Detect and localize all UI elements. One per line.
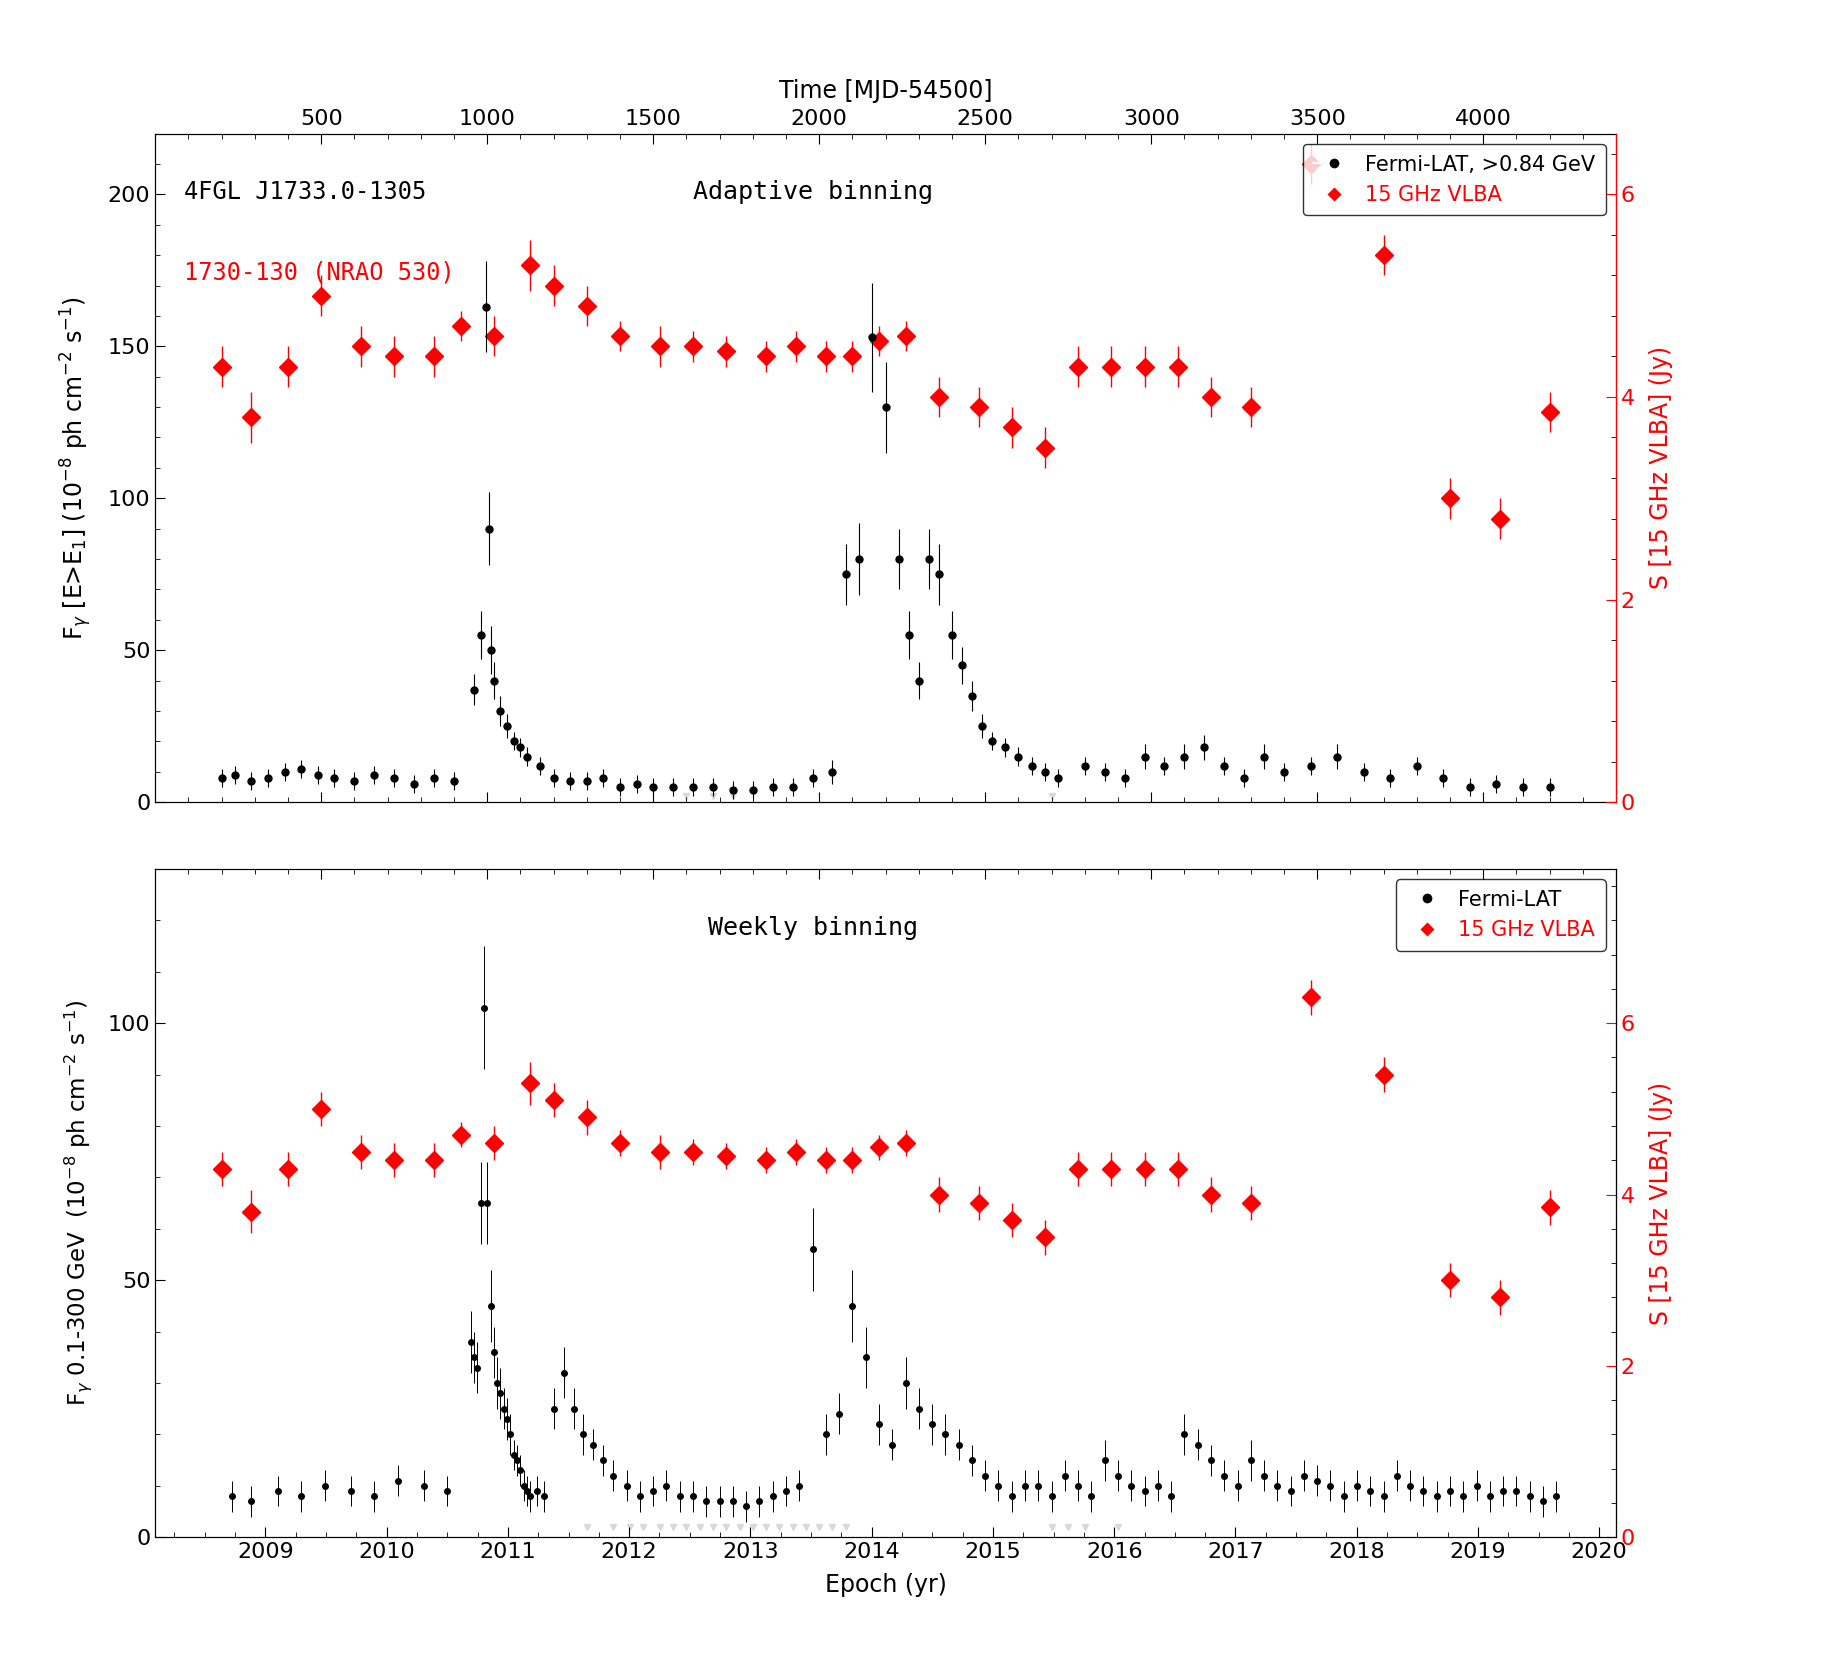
Y-axis label: F$_\gamma$ 0.1-300 GeV  (10$^{-8}$ ph cm$^{-2}$ s$^{-1}$): F$_\gamma$ 0.1-300 GeV (10$^{-8}$ ph cm$… [62,999,93,1407]
Text: 1730-130 (NRAO 530): 1730-130 (NRAO 530) [184,261,455,284]
Text: Weekly binning: Weekly binning [707,916,918,939]
Y-axis label: F$_\gamma$ [E>E$_1$] (10$^{-8}$ ph cm$^{-2}$ s$^{-1}$): F$_\gamma$ [E>E$_1$] (10$^{-8}$ ph cm$^{… [58,296,93,640]
Legend: Fermi-LAT, 15 GHz VLBA: Fermi-LAT, 15 GHz VLBA [1395,879,1605,951]
Y-axis label: S [15 GHz VLBA] (Jy): S [15 GHz VLBA] (Jy) [1649,346,1673,590]
Text: 4FGL J1733.0-1305: 4FGL J1733.0-1305 [184,180,427,204]
X-axis label: Time [MJD-54500]: Time [MJD-54500] [780,79,992,102]
X-axis label: Epoch (yr): Epoch (yr) [825,1574,946,1597]
Legend: Fermi-LAT, >0.84 GeV, 15 GHz VLBA: Fermi-LAT, >0.84 GeV, 15 GHz VLBA [1302,144,1605,216]
Y-axis label: S [15 GHz VLBA] (Jy): S [15 GHz VLBA] (Jy) [1649,1081,1673,1325]
Text: Adaptive binning: Adaptive binning [692,180,933,204]
